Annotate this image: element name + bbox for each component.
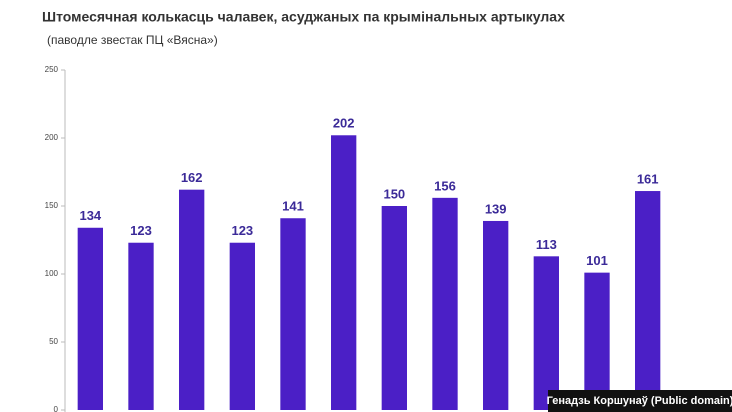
y-tick-label: 50 bbox=[49, 337, 58, 346]
data-label: 150 bbox=[383, 186, 405, 201]
y-tick-label: 0 bbox=[54, 405, 59, 412]
y-tick-label: 100 bbox=[45, 269, 59, 278]
credit-box bbox=[548, 390, 732, 412]
data-label: 156 bbox=[434, 178, 456, 193]
data-label: 202 bbox=[333, 116, 355, 131]
data-label: 134 bbox=[79, 208, 101, 223]
data-label: 139 bbox=[485, 201, 507, 216]
y-tick-label: 150 bbox=[45, 201, 59, 210]
data-label: 123 bbox=[130, 223, 152, 238]
bar bbox=[432, 197, 458, 410]
bar bbox=[77, 227, 103, 410]
data-label: 162 bbox=[181, 170, 203, 185]
bar bbox=[179, 189, 205, 410]
bar bbox=[381, 206, 407, 410]
data-label: 101 bbox=[586, 253, 608, 268]
data-label: 123 bbox=[231, 223, 253, 238]
bar bbox=[280, 218, 306, 410]
y-tick-label: 250 bbox=[45, 65, 59, 74]
data-label: 161 bbox=[637, 171, 659, 186]
data-label: 141 bbox=[282, 199, 304, 214]
credit: Генадзь Коршунаў (Public domain) bbox=[547, 395, 732, 407]
bar bbox=[584, 272, 610, 410]
chart-subtitle: (паводле звестак ПЦ «Вясна») bbox=[47, 33, 218, 47]
data-label: 113 bbox=[536, 237, 557, 252]
bar bbox=[128, 242, 154, 410]
chart-title: Штомесячная колькасць чалавек, асуджаных… bbox=[42, 9, 565, 25]
bar bbox=[229, 242, 255, 410]
bar bbox=[331, 135, 357, 410]
bar bbox=[483, 220, 509, 410]
y-tick-label: 200 bbox=[45, 133, 59, 142]
bar bbox=[533, 256, 559, 410]
bar bbox=[635, 191, 661, 410]
